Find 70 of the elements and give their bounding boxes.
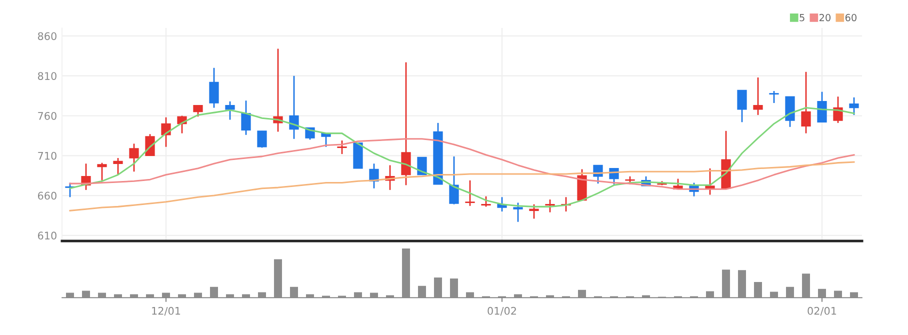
bar (754, 282, 762, 298)
candlestick (337, 140, 347, 155)
candlestick (401, 62, 411, 186)
bar (434, 278, 442, 298)
candlestick (529, 204, 539, 220)
bar (834, 290, 842, 298)
y-tick-label: 860 (38, 32, 56, 40)
candlestick (257, 130, 267, 148)
bar (578, 290, 586, 298)
bar (290, 286, 298, 298)
bar (722, 270, 730, 298)
candlestick (513, 202, 523, 223)
bar (210, 286, 218, 298)
x-tick-label: 01/02 (488, 306, 516, 316)
candlestick (785, 96, 795, 128)
candlestick (289, 75, 299, 140)
candlestick (817, 91, 827, 123)
legend-label: 60 (845, 14, 856, 22)
bar (162, 292, 170, 298)
bar (66, 292, 74, 298)
candlestick (369, 162, 379, 190)
y-tick-label: 710 (38, 152, 56, 160)
bar (82, 290, 90, 298)
bar (258, 292, 266, 298)
candlestick (465, 180, 475, 207)
candlestick (769, 90, 779, 104)
bar (706, 291, 714, 298)
y-tick-label: 660 (38, 192, 56, 200)
line-series (69, 161, 855, 212)
y-tick-label: 760 (38, 112, 56, 120)
candlestick (417, 156, 427, 176)
bar (354, 292, 362, 298)
candlestick (833, 96, 843, 124)
bar (386, 295, 394, 298)
bar (450, 278, 458, 298)
bar (370, 292, 378, 298)
candlestick (753, 76, 763, 116)
bar (194, 292, 202, 298)
bar (402, 248, 410, 298)
candlestick (481, 196, 491, 208)
candlestick (801, 71, 811, 134)
x-tick-label: 12/01 (152, 306, 180, 316)
candlestick (97, 162, 107, 182)
bar (738, 270, 746, 298)
bar (466, 292, 474, 298)
candlestick (545, 198, 555, 213)
y-tick-label: 810 (38, 72, 56, 80)
bar (642, 295, 650, 298)
bar (418, 286, 426, 298)
legend-label: 20 (819, 14, 831, 22)
x-tick-label: 02/01 (808, 306, 836, 316)
bar (818, 288, 826, 298)
y-tick-label: 610 (38, 232, 56, 240)
candlestick (225, 100, 235, 120)
candlestick (737, 90, 747, 123)
candlestick (113, 157, 123, 176)
legend-label: 5 (800, 14, 804, 22)
bar (546, 295, 554, 298)
candlestick (193, 104, 203, 118)
candlestick (129, 142, 139, 172)
candlestick (849, 96, 859, 116)
bar (770, 292, 778, 298)
candlestick (449, 156, 459, 205)
bar (802, 274, 810, 298)
candlestick (241, 100, 251, 136)
bar (98, 292, 106, 298)
bar (786, 286, 794, 298)
bar (274, 259, 282, 298)
candlestick (209, 67, 219, 108)
bar (850, 292, 858, 298)
